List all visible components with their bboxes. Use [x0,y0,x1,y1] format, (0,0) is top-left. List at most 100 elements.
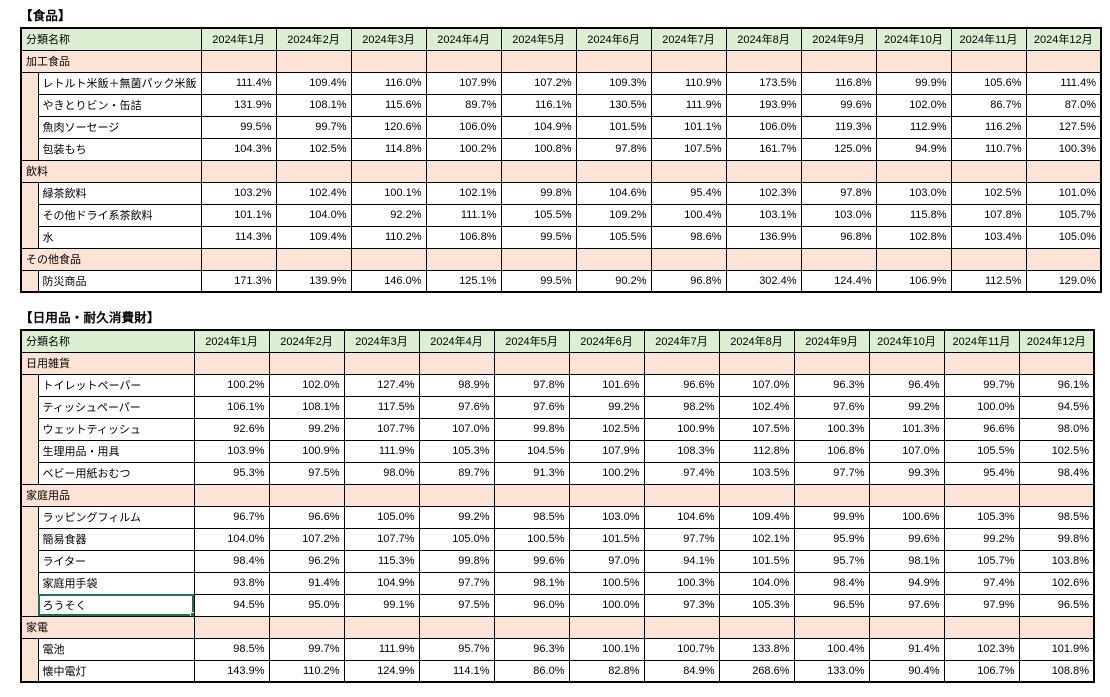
value-cell[interactable]: 100.4% [650,203,727,227]
value-cell[interactable]: 97.4% [643,461,720,485]
value-cell[interactable]: 97.7% [418,571,495,595]
value-cell[interactable]: 102.5% [568,417,645,441]
value-cell[interactable]: 105.3% [943,505,1020,529]
value-cell[interactable]: 98.0% [343,461,420,485]
category-empty-cell[interactable] [268,615,345,639]
category-empty-cell[interactable] [868,615,945,639]
value-cell[interactable]: 89.7% [418,461,495,485]
column-header-month-11[interactable]: 2024年11月 [950,27,1027,51]
category-cell[interactable]: 飲料 [20,159,202,183]
indent-cell[interactable] [20,71,39,161]
value-cell[interactable]: 100.3% [793,417,870,441]
value-cell[interactable]: 82.8% [568,659,645,683]
value-cell[interactable]: 96.5% [793,593,870,617]
value-cell[interactable]: 100.8% [500,137,577,161]
category-empty-cell[interactable] [718,615,795,639]
value-cell[interactable]: 98.0% [1018,417,1095,441]
value-cell[interactable]: 109.3% [575,71,652,95]
value-cell[interactable]: 133.8% [718,637,795,661]
column-header-month-3[interactable]: 2024年3月 [343,329,420,353]
category-empty-cell[interactable] [343,615,420,639]
value-cell[interactable]: 99.2% [268,417,345,441]
value-cell[interactable]: 302.4% [725,269,802,293]
value-cell[interactable]: 100.3% [1025,137,1102,161]
value-cell[interactable]: 116.0% [350,71,427,95]
value-cell[interactable]: 99.8% [1018,527,1095,551]
value-cell[interactable]: 161.7% [725,137,802,161]
value-cell[interactable]: 139.9% [275,269,352,293]
value-cell[interactable]: 102.3% [943,637,1020,661]
column-header-category[interactable]: 分類名称 [20,27,202,51]
value-cell[interactable]: 105.5% [943,439,1020,463]
category-empty-cell[interactable] [350,49,427,73]
category-empty-cell[interactable] [650,49,727,73]
value-cell[interactable]: 102.0% [268,373,345,397]
category-empty-cell[interactable] [943,351,1020,375]
column-header-month-10[interactable]: 2024年10月 [875,27,952,51]
value-cell[interactable]: 111.9% [343,439,420,463]
value-cell[interactable]: 97.4% [943,571,1020,595]
value-cell[interactable]: 99.7% [943,373,1020,397]
value-cell[interactable]: 116.1% [500,93,577,117]
value-cell[interactable]: 97.7% [793,461,870,485]
value-cell[interactable]: 120.6% [350,115,427,139]
value-cell[interactable]: 96.6% [268,505,345,529]
column-header-month-1[interactable]: 2024年1月 [193,329,270,353]
value-cell[interactable]: 127.4% [343,373,420,397]
value-cell[interactable]: 99.2% [868,395,945,419]
value-cell[interactable]: 104.0% [275,203,352,227]
value-cell[interactable]: 92.6% [193,417,270,441]
value-cell[interactable]: 101.3% [868,417,945,441]
category-empty-cell[interactable] [718,483,795,507]
value-cell[interactable]: 104.5% [493,439,570,463]
value-cell[interactable]: 98.1% [493,571,570,595]
item-name-cell[interactable]: 包装もち [37,137,202,161]
value-cell[interactable]: 97.6% [493,395,570,419]
value-cell[interactable]: 105.3% [418,439,495,463]
value-cell[interactable]: 96.5% [1018,593,1095,617]
value-cell[interactable]: 110.2% [268,659,345,683]
category-empty-cell[interactable] [343,483,420,507]
value-cell[interactable]: 106.8% [793,439,870,463]
value-cell[interactable]: 100.7% [643,637,720,661]
category-empty-cell[interactable] [725,159,802,183]
value-cell[interactable]: 86.7% [950,93,1027,117]
value-cell[interactable]: 108.1% [268,395,345,419]
value-cell[interactable]: 98.1% [868,549,945,573]
value-cell[interactable]: 107.0% [868,439,945,463]
value-cell[interactable]: 94.9% [868,571,945,595]
value-cell[interactable]: 96.8% [800,225,877,249]
value-cell[interactable]: 100.6% [868,505,945,529]
value-cell[interactable]: 103.0% [800,203,877,227]
value-cell[interactable]: 94.1% [643,549,720,573]
item-name-cell[interactable]: 緑茶飲料 [37,181,202,205]
category-empty-cell[interactable] [575,49,652,73]
value-cell[interactable]: 103.0% [568,505,645,529]
value-cell[interactable]: 102.5% [1018,439,1095,463]
category-empty-cell[interactable] [425,159,502,183]
value-cell[interactable]: 107.7% [343,417,420,441]
item-name-cell[interactable]: ライター [37,549,195,573]
value-cell[interactable]: 127.5% [1025,115,1102,139]
value-cell[interactable]: 106.0% [725,115,802,139]
category-empty-cell[interactable] [650,247,727,271]
value-cell[interactable]: 101.6% [568,373,645,397]
category-empty-cell[interactable] [575,247,652,271]
value-cell[interactable]: 91.4% [868,637,945,661]
value-cell[interactable]: 105.7% [1025,203,1102,227]
value-cell[interactable]: 99.9% [793,505,870,529]
value-cell[interactable]: 107.0% [418,417,495,441]
value-cell[interactable]: 100.4% [793,637,870,661]
category-empty-cell[interactable] [725,49,802,73]
value-cell[interactable]: 102.4% [275,181,352,205]
value-cell[interactable]: 119.3% [800,115,877,139]
item-name-cell[interactable]: トイレットペーパー [37,373,195,397]
category-empty-cell[interactable] [418,483,495,507]
item-name-cell[interactable]: 家庭用手袋 [37,571,195,595]
value-cell[interactable]: 99.7% [268,637,345,661]
value-cell[interactable]: 110.7% [950,137,1027,161]
column-header-month-4[interactable]: 2024年4月 [418,329,495,353]
value-cell[interactable]: 97.0% [568,549,645,573]
value-cell[interactable]: 95.3% [193,461,270,485]
value-cell[interactable]: 109.4% [718,505,795,529]
